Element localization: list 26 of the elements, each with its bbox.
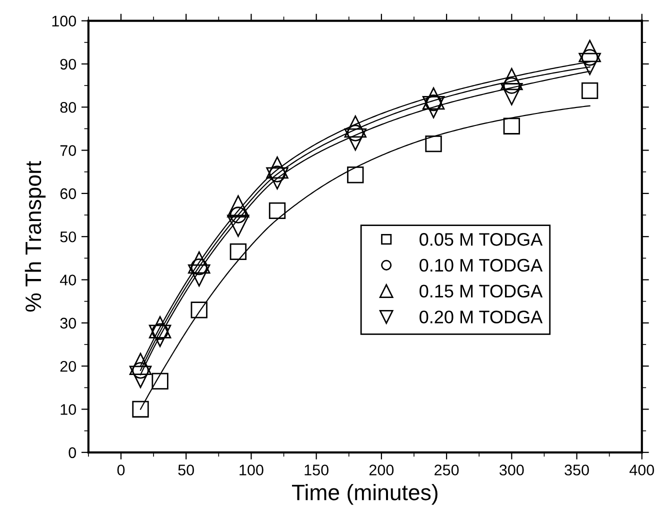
legend-label: 0.15 M TODGA xyxy=(420,284,543,298)
y-tick-label: 30 xyxy=(60,318,76,329)
x-tick-label: 200 xyxy=(369,464,394,476)
legend-label: 0.20 M TODGA xyxy=(420,310,543,324)
y-tick-label: 100 xyxy=(52,16,76,26)
y-tick-label: 20 xyxy=(60,360,76,372)
y-tick-label: 50 xyxy=(60,231,76,242)
y-tick-label: 40 xyxy=(60,274,76,286)
y-tick-label: 70 xyxy=(60,145,76,156)
y-tick-label: 10 xyxy=(60,404,76,415)
legend-label: 0.05 M TODGA xyxy=(420,233,543,246)
x-tick-label: 100 xyxy=(240,464,264,476)
x-axis-title: Time (minutes) xyxy=(292,484,438,505)
x-tick-label: 150 xyxy=(304,464,328,476)
y-tick-label: 60 xyxy=(60,188,76,200)
x-tick-label: 50 xyxy=(178,464,194,476)
x-tick-label: 400 xyxy=(630,464,654,476)
x-tick-label: 250 xyxy=(434,464,459,476)
y-tick-label: 0 xyxy=(68,447,76,458)
y-tick-label: 90 xyxy=(60,58,76,70)
legend-label: 0.10 M TODGA xyxy=(420,258,543,272)
x-tick-label: 300 xyxy=(500,464,524,476)
y-tick-label: 80 xyxy=(60,102,76,113)
x-tick-label: 350 xyxy=(564,464,589,476)
y-axis-title: % Th Transport xyxy=(24,160,46,312)
x-tick-label: 0 xyxy=(117,464,125,476)
